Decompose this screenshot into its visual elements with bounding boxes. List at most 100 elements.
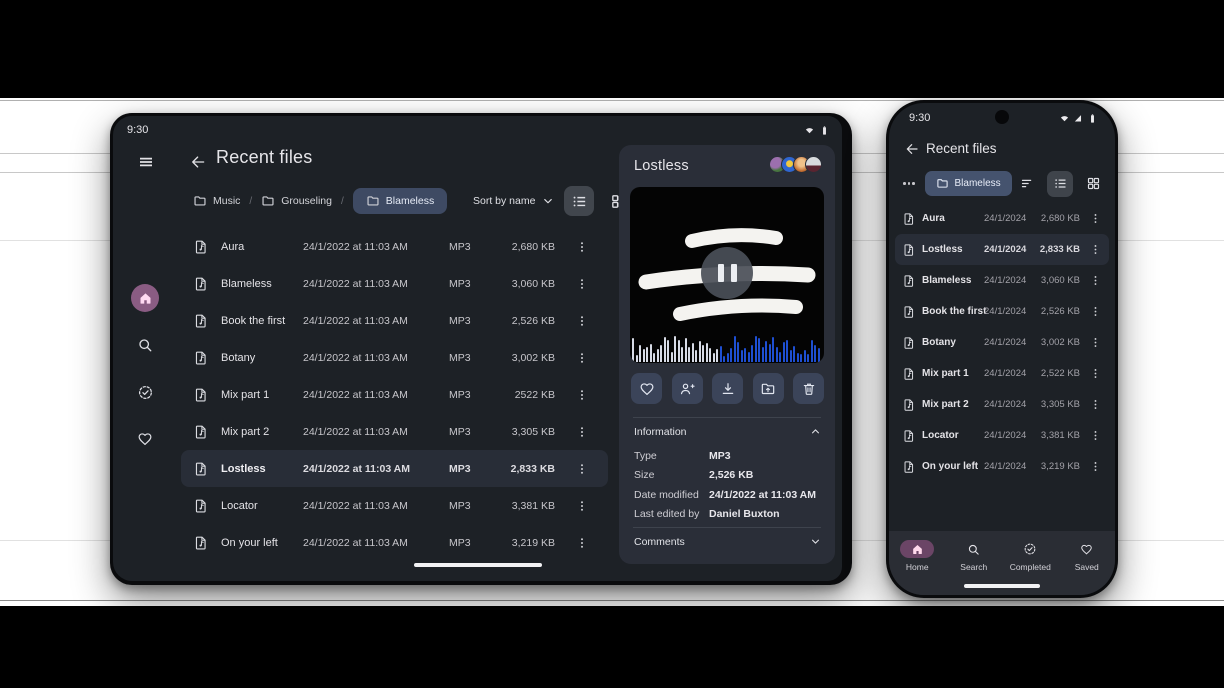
file-overflow-button[interactable] (1089, 398, 1102, 411)
file-overflow-button[interactable] (570, 346, 594, 370)
file-row[interactable]: Book the first 24/1/2024 2,526 KB (895, 296, 1109, 327)
favorite-button[interactable] (631, 373, 662, 404)
breadcrumb-item-grouseling[interactable]: Grouseling (261, 194, 332, 208)
rail-home-button[interactable] (131, 284, 159, 312)
file-type: MP3 (449, 314, 471, 327)
menu-button[interactable] (137, 153, 155, 171)
pause-button[interactable] (701, 247, 753, 299)
grid-view-button[interactable] (1080, 171, 1106, 197)
file-overflow-button[interactable] (570, 494, 594, 518)
trash-icon (801, 381, 817, 397)
sort-button[interactable] (1014, 171, 1040, 197)
file-row[interactable]: On your left 24/1/2022 at 11:03 AM MP3 3… (181, 524, 608, 561)
file-name: Blameless (922, 275, 972, 286)
file-overflow-button[interactable] (1089, 429, 1102, 442)
breadcrumb-item-blameless-current[interactable]: Blameless (924, 171, 1012, 196)
folder-icon (261, 194, 275, 208)
waveform-bar (758, 337, 760, 362)
download-button[interactable] (712, 373, 743, 404)
folder-up-icon (760, 381, 776, 397)
share-button[interactable] (671, 373, 703, 404)
list-view-button[interactable] (1047, 170, 1073, 197)
file-row[interactable]: Blameless 24/1/2024 3,060 KB (895, 265, 1109, 296)
move-to-folder-button[interactable] (752, 373, 784, 404)
rail-search-button[interactable] (131, 331, 159, 359)
file-overflow-button[interactable] (1089, 336, 1102, 349)
waveform-bar (817, 347, 820, 362)
status-time: 9:30 (909, 112, 931, 124)
file-row[interactable]: Lostless 24/1/2024 2,833 KB (895, 234, 1109, 265)
nav-home[interactable]: Home (889, 531, 946, 595)
file-row[interactable]: Botany 24/1/2022 at 11:03 AM MP3 3,002 K… (181, 339, 608, 376)
kebab-icon (1089, 212, 1102, 225)
file-row[interactable]: Locator 24/1/2024 3,381 KB (895, 420, 1109, 451)
file-row[interactable]: Aura 24/1/2022 at 11:03 AM MP3 2,680 KB (181, 228, 608, 265)
waveform-bar (639, 344, 641, 362)
nav-completed[interactable]: Completed (1002, 531, 1059, 595)
gesture-bar[interactable] (964, 584, 1040, 588)
nav-search[interactable]: Search (946, 531, 1003, 595)
file-overflow-button[interactable] (1089, 367, 1102, 380)
file-date: 24/1/2024 (984, 430, 1027, 441)
file-size: 2,680 KB (1040, 213, 1080, 224)
file-date: 24/1/2024 (984, 213, 1027, 224)
file-size: 2,833 KB (510, 462, 555, 475)
delete-button[interactable] (793, 373, 824, 404)
avatar[interactable] (805, 156, 822, 173)
sort-dropdown[interactable]: Sort by name (473, 194, 555, 208)
file-date: 24/1/2022 at 11:03 AM (303, 425, 408, 438)
file-overflow-button[interactable] (570, 531, 594, 555)
file-overflow-button[interactable] (1089, 212, 1102, 225)
breadcrumb-separator: / (340, 195, 344, 207)
file-row[interactable]: Mix part 2 24/1/2022 at 11:03 AM MP3 3,3… (181, 413, 608, 450)
file-row[interactable]: Aura 24/1/2024 2,680 KB (895, 203, 1109, 234)
file-overflow-button[interactable] (1089, 274, 1102, 287)
comments-section-header[interactable]: Comments (634, 535, 822, 548)
file-date: 24/1/2022 at 11:03 AM (303, 277, 408, 290)
breadcrumb-overflow-button[interactable] (903, 182, 915, 185)
file-overflow-button[interactable] (570, 272, 594, 296)
waveform-bar (670, 352, 673, 362)
file-overflow-button[interactable] (1089, 305, 1102, 318)
page-title: Recent files (926, 141, 997, 156)
file-type: MP3 (449, 425, 471, 438)
file-overflow-button[interactable] (1089, 243, 1102, 256)
file-row[interactable]: Locator 24/1/2022 at 11:03 AM MP3 3,381 … (181, 487, 608, 524)
gesture-bar[interactable] (414, 563, 542, 567)
file-type: MP3 (449, 536, 471, 549)
file-overflow-button[interactable] (570, 235, 594, 259)
waveform-bar (653, 352, 655, 362)
file-overflow-button[interactable] (570, 309, 594, 333)
information-section-header[interactable]: Information (634, 425, 822, 438)
waveform-bar (649, 343, 652, 362)
audio-waveform[interactable] (632, 335, 822, 362)
file-date: 24/1/2024 (984, 368, 1027, 379)
info-label: Size (634, 469, 655, 482)
file-overflow-button[interactable] (570, 420, 594, 444)
file-row[interactable]: Lostless 24/1/2022 at 11:03 AM MP3 2,833… (181, 450, 608, 487)
info-row: Size 2,526 KB (634, 466, 823, 486)
file-row[interactable]: Mix part 1 24/1/2022 at 11:03 AM MP3 252… (181, 376, 608, 413)
nav-saved[interactable]: Saved (1059, 531, 1116, 595)
back-button[interactable] (904, 141, 920, 157)
file-row[interactable]: Mix part 1 24/1/2024 2,522 KB (895, 358, 1109, 389)
breadcrumb-item-blameless-current[interactable]: Blameless (352, 188, 448, 214)
file-overflow-button[interactable] (570, 457, 594, 481)
waveform-bar (800, 353, 802, 362)
signal-icon (1073, 113, 1084, 124)
file-row[interactable]: On your left 24/1/2024 3,219 KB (895, 451, 1109, 482)
file-overflow-button[interactable] (570, 383, 594, 407)
file-row[interactable]: Book the first 24/1/2022 at 11:03 AM MP3… (181, 302, 608, 339)
wifi-icon (804, 125, 815, 136)
rail-completed-button[interactable] (131, 378, 159, 406)
home-icon (138, 291, 153, 306)
back-button[interactable] (189, 153, 207, 171)
file-row[interactable]: Mix part 2 24/1/2024 3,305 KB (895, 389, 1109, 420)
breadcrumb-item-music[interactable]: Music (193, 194, 240, 208)
check-badge-icon (137, 384, 154, 401)
file-row[interactable]: Blameless 24/1/2022 at 11:03 AM MP3 3,06… (181, 265, 608, 302)
list-view-button[interactable] (564, 186, 595, 216)
file-row[interactable]: Botany 24/1/2024 3,002 KB (895, 327, 1109, 358)
rail-saved-button[interactable] (131, 425, 159, 453)
file-overflow-button[interactable] (1089, 460, 1102, 473)
